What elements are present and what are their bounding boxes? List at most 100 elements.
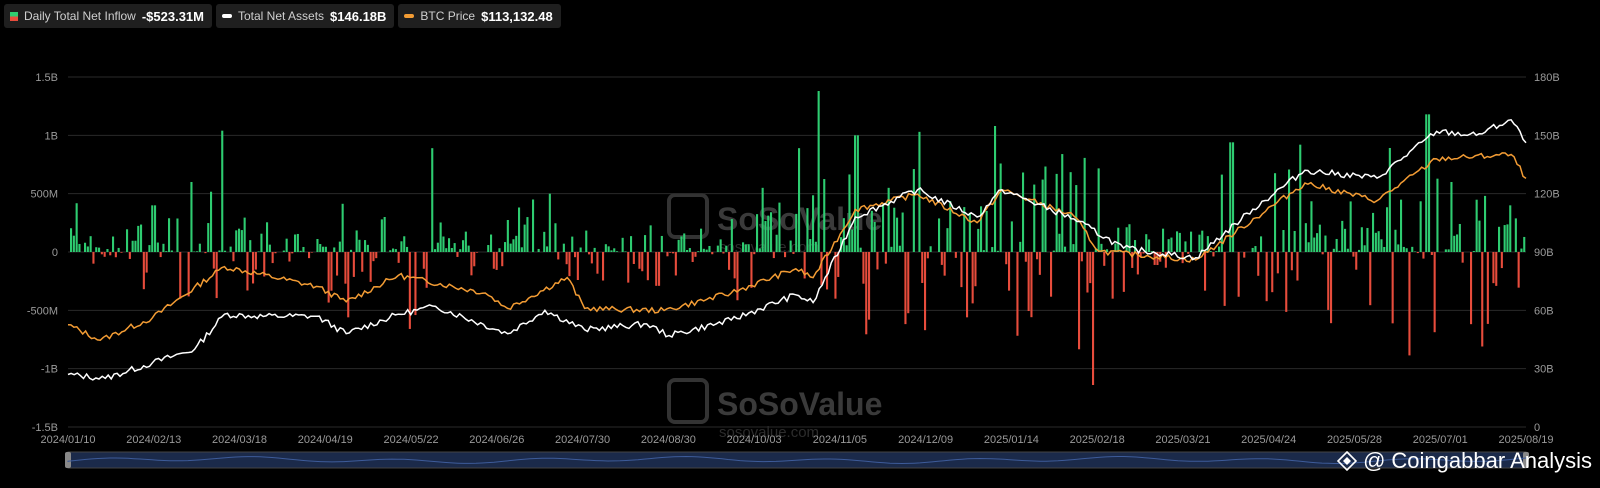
inflow-bar — [613, 248, 616, 252]
inflow-bar — [212, 252, 215, 269]
inflow-bar — [1374, 232, 1377, 252]
inflow-bar — [1044, 166, 1047, 252]
inflow-bar — [128, 252, 131, 259]
x-tick: 2024/07/30 — [555, 434, 610, 446]
legend-btc[interactable]: BTC Price $113,132.48 — [398, 4, 561, 28]
inflow-bar — [868, 252, 871, 320]
inflow-bar — [940, 252, 943, 265]
inflow-bar — [1402, 246, 1405, 252]
inflow-bar — [806, 208, 809, 252]
inflow-bar — [1313, 237, 1316, 252]
inflow-bar — [78, 243, 81, 252]
inflow-bar — [1237, 252, 1240, 297]
inflow-bar — [341, 203, 344, 252]
inflow-bar — [593, 247, 596, 252]
inflow-bar — [1383, 246, 1386, 252]
x-tick: 2024/06/26 — [469, 434, 524, 446]
inflow-bar — [1265, 252, 1268, 302]
inflow-bar — [862, 252, 865, 284]
inflow-bar — [1100, 243, 1103, 252]
inflow-bar — [1260, 236, 1263, 252]
inflow-bar — [1484, 195, 1487, 252]
legend-assets[interactable]: Total Net Assets $146.18B — [215, 4, 395, 28]
inflow-bar — [949, 201, 952, 252]
legend-inflow[interactable]: Daily Total Net Inflow -$523.31M — [4, 4, 212, 28]
inflow-bar — [467, 245, 470, 252]
x-tick: 2025/03/21 — [1155, 434, 1210, 446]
inflow-bar — [1218, 246, 1221, 252]
inflow-bar — [767, 215, 770, 252]
inflow-bar — [574, 252, 577, 258]
inflow-bar — [960, 252, 963, 288]
inflow-bar — [140, 224, 143, 252]
inflow-bar — [327, 252, 330, 303]
inflow-bar — [1276, 252, 1279, 274]
inflow-bar — [246, 252, 249, 291]
inflow-bar — [1461, 252, 1464, 263]
inflow-bar — [680, 236, 683, 252]
inflow-bar — [296, 233, 299, 252]
inflow-bar — [789, 240, 792, 252]
inflow-bar — [946, 228, 949, 252]
inflow-bar — [403, 236, 406, 252]
x-tick: 2024/04/19 — [298, 434, 353, 446]
inflow-bar — [1271, 252, 1274, 293]
x-tick: 2025/08/19 — [1498, 434, 1553, 446]
inflow-bar — [1486, 252, 1489, 324]
inflow-bar — [260, 233, 263, 252]
inflow-bar — [968, 212, 971, 252]
inflow-bar — [1022, 172, 1025, 252]
inflow-bar — [302, 246, 305, 252]
inflow-bar — [1498, 226, 1501, 252]
inflow-bar — [758, 248, 761, 252]
assets-swatch-icon — [221, 14, 232, 18]
y-right-tick: 120B — [1534, 189, 1560, 201]
inflow-bar — [1134, 240, 1137, 252]
inflow-bar — [596, 252, 599, 274]
inflow-bar — [722, 252, 725, 254]
inflow-bar — [506, 220, 509, 252]
inflow-bar — [1285, 252, 1288, 312]
inflow-bar — [677, 239, 680, 252]
inflow-bar — [1117, 227, 1120, 252]
inflow-bar — [1176, 231, 1179, 252]
inflow-bar — [1111, 252, 1114, 299]
inflow-bar — [282, 250, 285, 252]
inflow-bar — [204, 252, 207, 254]
inflow-bar — [394, 249, 397, 252]
inflow-bar — [333, 247, 336, 252]
inflow-bar — [826, 252, 829, 290]
inflow-bar — [414, 252, 417, 316]
inflow-bar — [117, 247, 120, 252]
legend-btc-value: $113,132.48 — [481, 8, 553, 24]
inflow-bar — [459, 249, 462, 252]
inflow-bar — [669, 252, 672, 253]
inflow-bar — [604, 244, 607, 252]
inflow-bar — [1428, 114, 1431, 252]
inflow-bar — [235, 230, 238, 252]
inflow-bar — [456, 252, 459, 257]
legend-assets-label: Total Net Assets — [237, 9, 325, 23]
inflow-bar — [924, 252, 927, 331]
inflow-bar — [490, 234, 493, 252]
inflow-bar — [397, 252, 400, 263]
x-tick: 2024/01/10 — [40, 434, 95, 446]
inflow-bar — [271, 252, 274, 264]
inflow-bar — [943, 252, 946, 276]
inflow-bar — [1478, 220, 1481, 252]
inflow-bar — [1414, 251, 1417, 252]
inflow-bar — [772, 252, 775, 259]
inflow-bar — [162, 243, 165, 252]
x-tick: 2024/05/22 — [384, 434, 439, 446]
inflow-bar — [649, 225, 652, 252]
inflow-bar — [733, 252, 736, 279]
inflow-bar — [1092, 252, 1095, 385]
inflow-bar — [1145, 234, 1148, 252]
inflow-bar — [72, 235, 75, 252]
inflow-bar — [431, 148, 434, 252]
inflow-bar — [1514, 218, 1517, 252]
inflow-bar — [982, 250, 985, 252]
inflow-bar — [1372, 212, 1375, 252]
inflow-bar — [641, 252, 644, 272]
inflow-bar — [1052, 250, 1055, 252]
